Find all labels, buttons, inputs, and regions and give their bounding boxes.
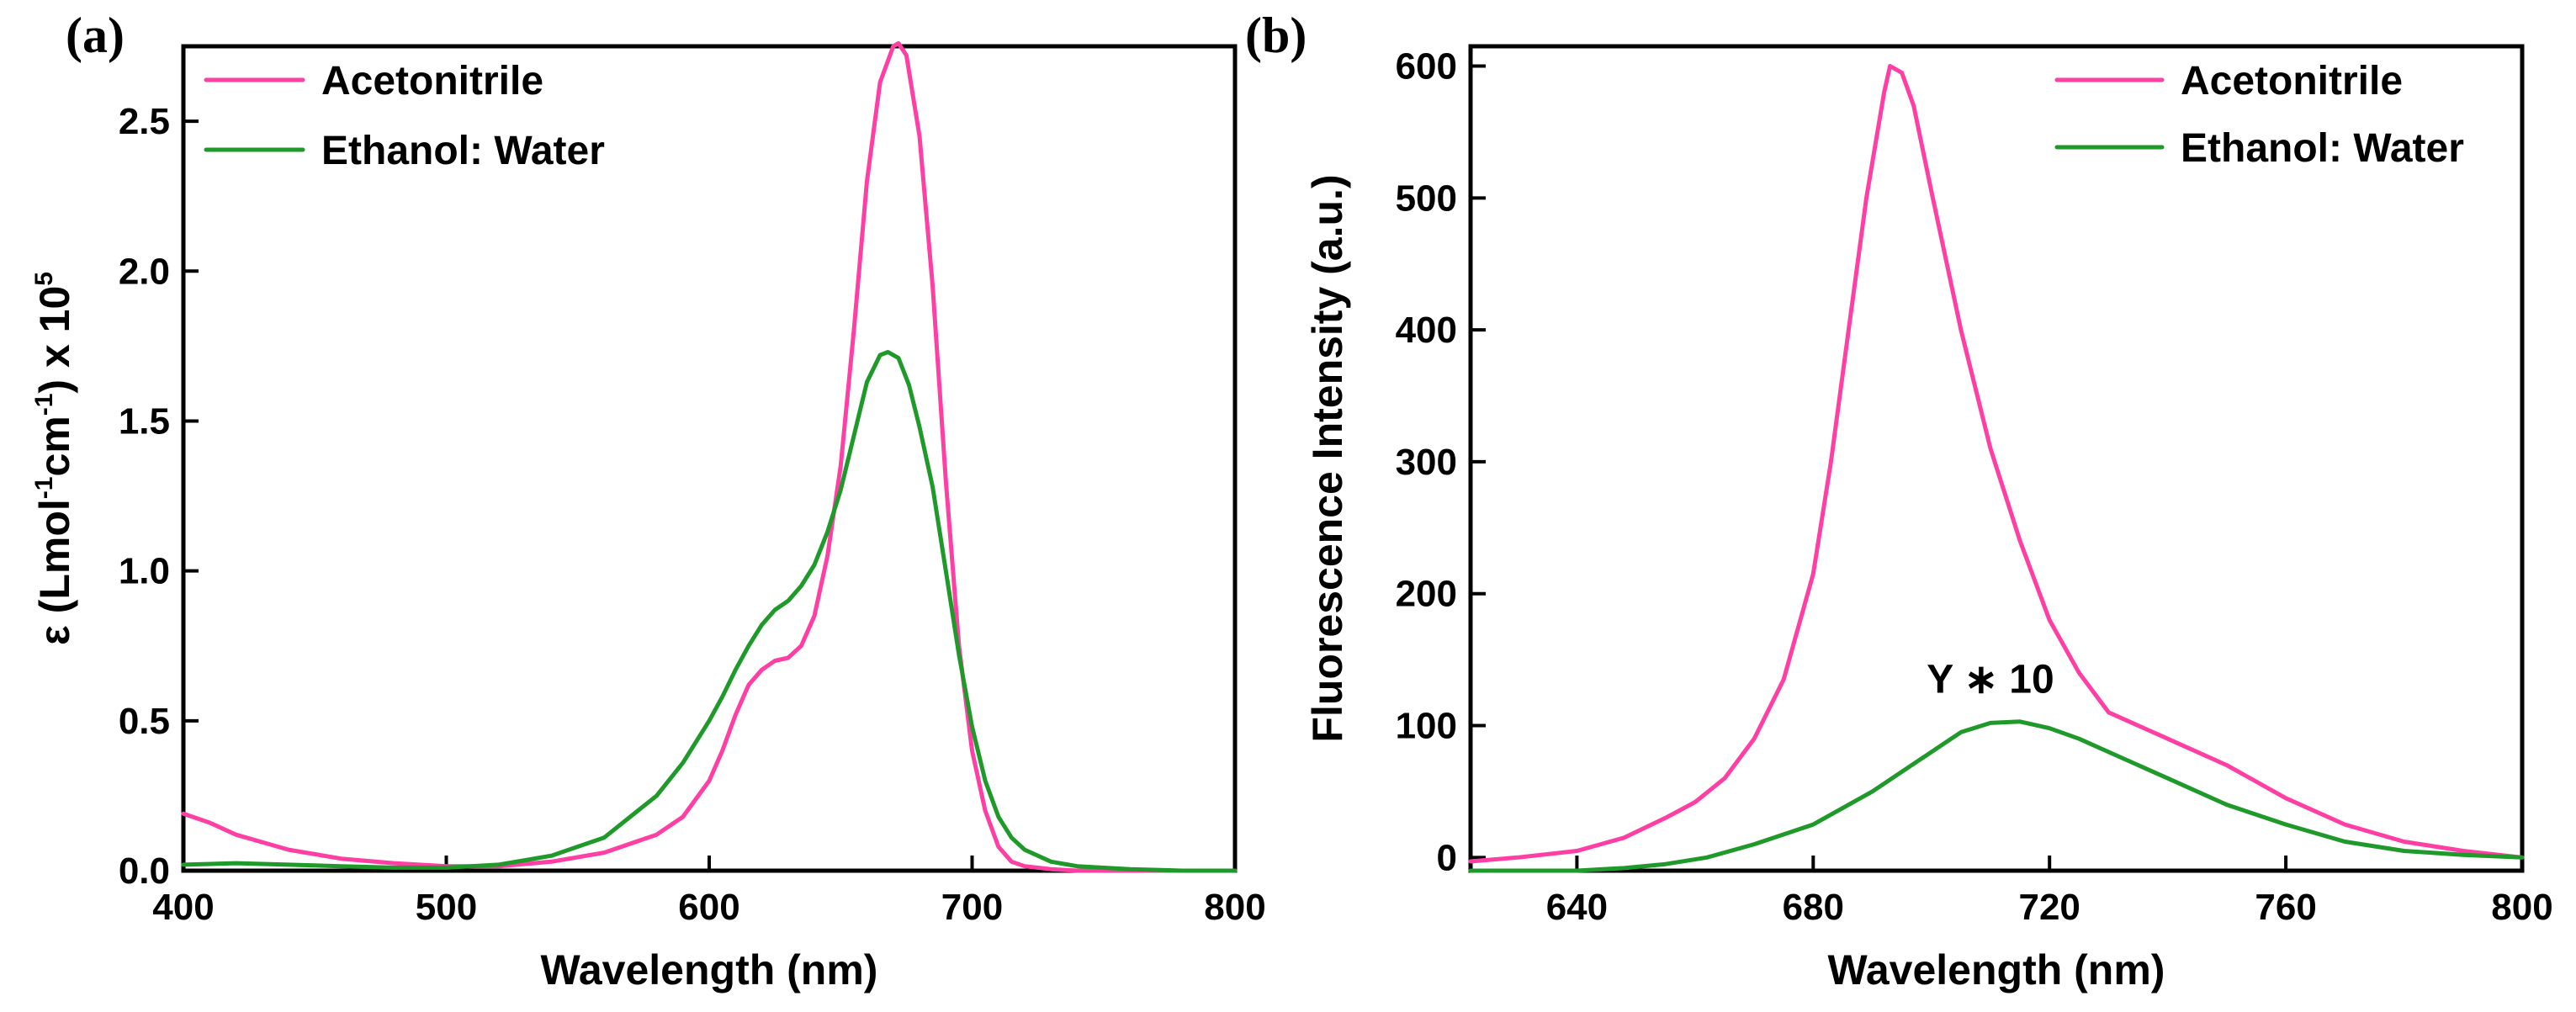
x-tick-label: 680: [1783, 887, 1844, 928]
panel-a-absorption-chart: (a) 400 500 600 700 800 0.0 0.5 1.0 1.5 2.0 2.5 W…: [30, 8, 1266, 993]
y-tick-label: 300: [1396, 442, 1457, 483]
y-tick-label: 0.5: [119, 701, 170, 742]
panel-b-y-axis-title: Fluorescence Intensity (a.u.): [1304, 174, 1351, 742]
y-title-part-2: cm: [31, 416, 78, 476]
y-title-sup-3: 5: [30, 272, 58, 286]
panel-a-y-ticks: 0.0 0.5 1.0 1.5 2.0 2.5: [119, 101, 199, 892]
panel-b-series: [1468, 64, 2525, 873]
legend-a-acetonitrile-label: Acetonitrile: [321, 59, 543, 103]
series-line-ethanol-water: [181, 350, 1238, 873]
panel-b-x-ticks: 640 680 720 760 800: [1546, 856, 2553, 928]
x-tick-label: 600: [678, 887, 739, 928]
panel-a-y-axis-title: ε (Lmol-1cm-1) x 105: [30, 272, 78, 645]
y-tick-label: 600: [1396, 46, 1457, 87]
panel-a-x-axis-title: Wavelength (nm): [541, 946, 878, 993]
x-tick-label: 760: [2255, 887, 2316, 928]
legend-b-acetonitrile-label: Acetonitrile: [2181, 59, 2403, 103]
panel-b-fluorescence-chart: (b) 640 680 720 760 800 0100200300400500600 …: [1245, 8, 2553, 993]
y-tick-label: 400: [1396, 310, 1457, 351]
legend-b-ethanol-water-label: Ethanol: Water: [2181, 126, 2464, 171]
y-tick-label: 1.0: [119, 551, 170, 592]
panel-b-label: (b): [1245, 8, 1307, 63]
y-tick-label: 0: [1437, 837, 1457, 878]
y-tick-label: 200: [1396, 574, 1457, 615]
x-tick-label: 700: [941, 887, 1003, 928]
y-tick-label: 1.5: [119, 400, 170, 442]
y-tick-label: 2.5: [119, 101, 170, 142]
y-title-sup-2: -1: [30, 394, 58, 416]
y-tick-label: 100: [1396, 706, 1457, 747]
y-tick-label: 2.0: [119, 251, 170, 292]
y-title-part-3: ) x 10: [31, 286, 78, 394]
y-title-sup-1: -1: [30, 477, 58, 500]
x-tick-label: 500: [416, 887, 477, 928]
panel-a-label: (a): [66, 8, 125, 63]
x-tick-label: 720: [2018, 887, 2080, 928]
y-title-part-1: ε (Lmol: [31, 499, 78, 645]
x-tick-label: 800: [2491, 887, 2552, 928]
legend-a-ethanol-water-label: Ethanol: Water: [321, 129, 605, 173]
x-tick-label: 640: [1546, 887, 1608, 928]
panel-a-series: [181, 40, 1238, 873]
x-tick-label: 400: [152, 887, 214, 928]
x-tick-label: 800: [1204, 887, 1265, 928]
panel-b-y-ticks: 0 100 200 300 400 500 600: [1396, 46, 1486, 878]
panel-b-legend: Acetonitrile Ethanol: Water: [2054, 59, 2464, 171]
panel-b-plot-frame: [1468, 44, 2525, 873]
y-tick-label: 0.0: [119, 850, 170, 892]
series-line-acetonitrile: [1468, 64, 2525, 864]
y-tick-label: 500: [1396, 177, 1457, 219]
panel-b-annotation-y-times-10: Y ∗ 10: [1927, 658, 2054, 702]
panel-b-x-axis-title: Wavelength (nm): [1828, 946, 2165, 993]
panel-a-legend: Acetonitrile Ethanol: Water: [204, 59, 605, 173]
series-line-ethanol-water: [1468, 719, 2525, 873]
panel-a-x-ticks: 400 500 600 700 800: [152, 856, 1266, 928]
